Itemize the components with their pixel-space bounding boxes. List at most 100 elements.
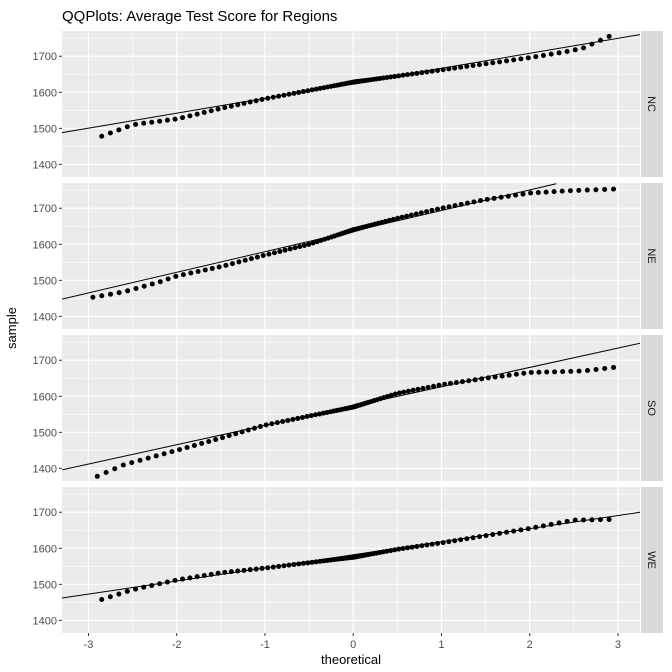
- qq-point: [581, 517, 587, 523]
- qq-point: [153, 453, 159, 459]
- qq-point: [107, 130, 113, 136]
- y-tick-label: 1500: [33, 123, 57, 135]
- qq-point: [400, 546, 406, 552]
- qq-point: [597, 517, 603, 523]
- qq-point: [396, 73, 402, 79]
- qq-point: [404, 213, 410, 219]
- qq-point: [513, 371, 519, 377]
- qq-point: [149, 281, 155, 287]
- qq-point: [172, 116, 178, 122]
- qq-point: [184, 444, 190, 450]
- y-tick-label: 1500: [33, 275, 57, 287]
- qq-point: [241, 100, 247, 106]
- qq-point: [453, 380, 459, 386]
- qq-point: [215, 570, 221, 576]
- qq-point: [492, 374, 498, 380]
- qq-point: [425, 384, 431, 390]
- qq-point: [410, 387, 416, 393]
- qq-point: [239, 429, 245, 435]
- y-axis-label: sample: [4, 307, 19, 349]
- qq-point: [206, 438, 212, 444]
- qq-point: [388, 548, 394, 554]
- qq-point: [281, 563, 287, 569]
- qq-point: [116, 290, 122, 296]
- qq-point: [229, 261, 235, 267]
- qq-point: [309, 87, 315, 93]
- facet-strip-label: NE: [645, 248, 657, 263]
- y-tick-label: 1400: [33, 615, 57, 627]
- qq-point: [141, 283, 147, 289]
- qq-point: [208, 108, 214, 114]
- qq-point: [180, 272, 186, 278]
- qq-point: [201, 573, 207, 579]
- qq-point: [299, 414, 305, 420]
- qq-point: [317, 558, 323, 564]
- qq-point: [277, 248, 283, 254]
- qq-point: [429, 68, 435, 74]
- qq-point: [395, 215, 401, 221]
- qq-point: [292, 245, 298, 251]
- qq-point: [476, 62, 482, 68]
- x-tick-label: -3: [84, 639, 94, 651]
- y-tick-label: 1700: [33, 507, 57, 519]
- qq-point: [129, 460, 135, 466]
- qq-point: [458, 64, 464, 70]
- qq-point: [440, 540, 446, 546]
- qq-point: [518, 527, 524, 533]
- qq-point: [418, 210, 424, 216]
- qq-point: [513, 192, 519, 198]
- qq-point: [180, 115, 186, 121]
- qq-point: [464, 63, 470, 69]
- qq-point: [490, 531, 496, 537]
- qq-point: [285, 417, 291, 423]
- qq-point: [533, 524, 539, 530]
- qq-point: [201, 109, 207, 115]
- x-tick-label: 0: [350, 639, 356, 651]
- qq-point: [236, 259, 242, 265]
- qq-point: [99, 596, 105, 602]
- y-tick-label: 1600: [33, 543, 57, 555]
- qq-point: [511, 57, 517, 63]
- qq-point: [259, 96, 265, 102]
- qq-point: [464, 200, 470, 206]
- qq-point: [306, 241, 312, 247]
- qq-point: [535, 190, 541, 196]
- qq-point: [194, 111, 200, 117]
- qq-point: [313, 559, 319, 565]
- qq-point: [388, 392, 394, 398]
- qq-point: [265, 95, 271, 101]
- qq-point: [528, 190, 534, 196]
- qq-point: [120, 462, 126, 468]
- qq-point: [511, 528, 517, 534]
- qq-point: [141, 584, 147, 590]
- qq-point: [540, 523, 546, 529]
- qq-point: [504, 58, 510, 64]
- qq-point: [483, 533, 489, 539]
- qq-point: [459, 379, 465, 385]
- qq-point: [317, 411, 323, 417]
- qq-point: [241, 567, 247, 573]
- qq-point: [390, 216, 396, 222]
- qq-point: [606, 516, 612, 522]
- panel-we: 1400 1500 1600 1700 WE: [33, 487, 663, 633]
- qq-point: [396, 390, 402, 396]
- qq-point: [235, 102, 241, 108]
- qq-point: [572, 517, 578, 523]
- qq-point: [419, 70, 425, 76]
- y-tick-label: 1500: [33, 579, 57, 591]
- qq-point: [419, 543, 425, 549]
- qq-point: [161, 451, 167, 457]
- qq-point: [528, 369, 534, 375]
- qq-point: [564, 48, 570, 54]
- qq-point: [265, 565, 271, 571]
- qq-point: [280, 419, 286, 425]
- qq-point: [430, 383, 436, 389]
- qq-point: [505, 193, 511, 199]
- qq-point: [308, 413, 314, 419]
- qq-point: [194, 574, 200, 580]
- qq-point: [533, 54, 539, 60]
- qq-point: [452, 65, 458, 71]
- qq-point: [452, 538, 458, 544]
- qq-point: [173, 273, 179, 279]
- panel-so: 1400 1500 1600 1700 SO: [33, 335, 663, 481]
